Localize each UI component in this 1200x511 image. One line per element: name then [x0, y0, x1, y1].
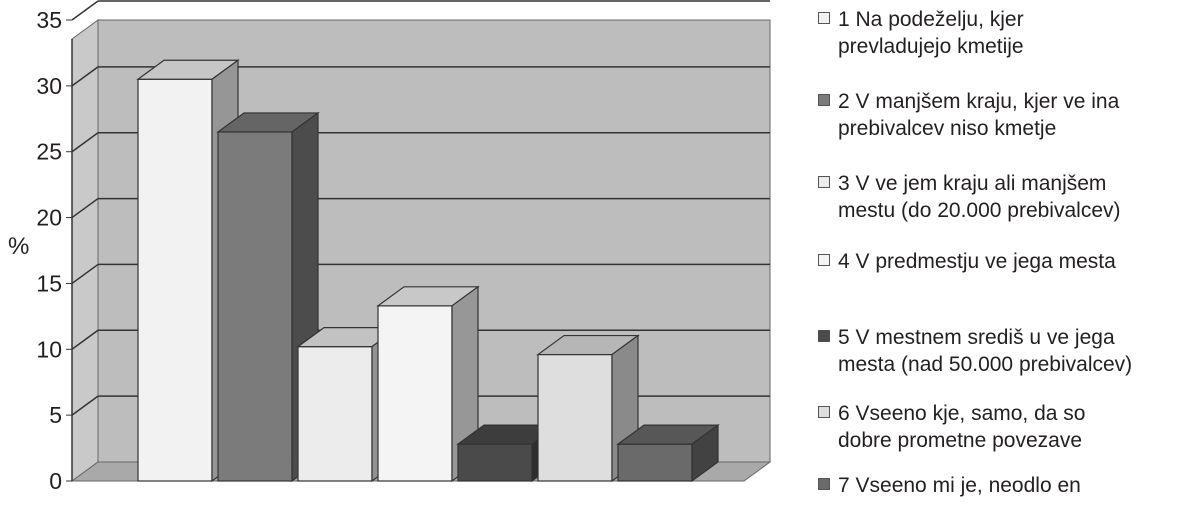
gridline-side	[71, 0, 99, 21]
legend-label: 1 Na podeželju, kjer prevladujejo kmetij…	[838, 8, 1024, 58]
y-tick-labels: 0 5 10 15 20 25 30 35	[36, 7, 62, 494]
legend-swatch	[818, 12, 830, 24]
bar-front	[297, 346, 373, 482]
legend-label: 3 V ve jem kraju ali manjšem mestu (do 2…	[838, 172, 1121, 222]
y-tick-label: 35	[36, 7, 62, 33]
bar-front	[137, 78, 213, 482]
y-tick-label: 5	[49, 402, 62, 428]
y-tick-label: 10	[36, 336, 62, 362]
gridline-side	[71, 197, 99, 219]
legend-swatch	[818, 330, 830, 342]
legend-label: 7 Vseeno mi je, neodlo en	[838, 474, 1081, 497]
legend-swatch	[818, 254, 830, 266]
legend-label: 6 Vseeno kje, samo, da so dobre prometne…	[838, 402, 1086, 452]
legend-swatch	[818, 94, 830, 106]
legend-swatch	[818, 406, 830, 418]
bar-front	[457, 443, 533, 482]
bar	[616, 423, 720, 483]
gridline-side	[71, 263, 99, 285]
gridline-side	[71, 329, 99, 350]
y-tick-label: 15	[36, 270, 62, 296]
y-tick-label: 30	[36, 73, 62, 99]
y-tick-label: 25	[36, 139, 62, 165]
bars	[136, 59, 720, 483]
bar-front	[537, 353, 613, 482]
bar-front	[377, 305, 453, 482]
legend-swatch	[818, 478, 830, 490]
y-axis-label: %	[8, 233, 29, 260]
bar-front	[217, 131, 293, 482]
y-tick-label: 20	[36, 205, 62, 231]
legend-label: 5 V mestnem središ u ve jega mesta (nad …	[838, 326, 1133, 376]
bar	[376, 285, 480, 483]
y-tick-label: 0	[49, 468, 62, 494]
bar-front	[617, 443, 693, 482]
legend-label: 4 V predmestju ve jega mesta	[838, 250, 1116, 273]
bar-side	[691, 423, 719, 483]
gridline-side	[71, 395, 99, 416]
bar-chart: 0 5 10 15 20 25 30 35 %	[8, 0, 772, 494]
gridlines	[66, 0, 770, 482]
legend-label: 2 V manjšem kraju, kjer ve ina prebivalc…	[838, 90, 1120, 140]
legend-swatch	[818, 176, 830, 188]
gridline-side	[71, 132, 99, 153]
gridline-side	[71, 66, 99, 87]
